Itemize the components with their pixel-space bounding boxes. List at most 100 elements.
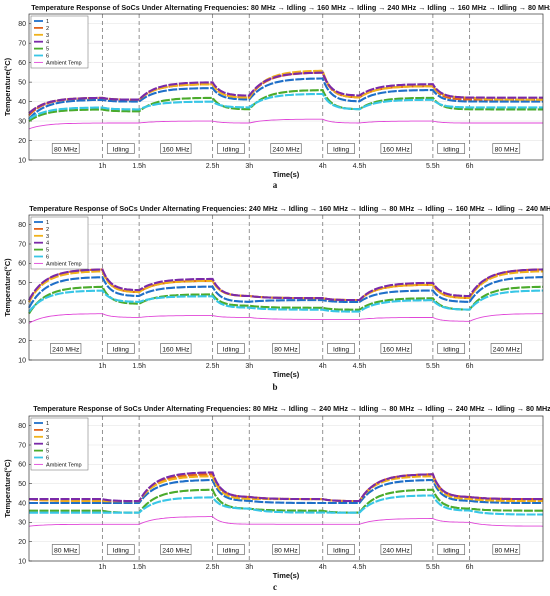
x-tick-label: 6h (466, 363, 474, 370)
x-axis: 1h 1.5h 2.5h 3h 4h 4.5h 5.5h 6h (99, 215, 474, 370)
legend-entry: 3 (46, 234, 49, 240)
y-tick-label: 50 (18, 280, 26, 287)
y-tick-label: 10 (18, 357, 26, 364)
phase-label-box (327, 343, 355, 354)
legend-entry: 4 (46, 40, 49, 46)
phase-label: 160 MHz (380, 343, 412, 354)
series-group (28, 268, 544, 324)
series-line-4 (28, 71, 543, 115)
series-group (28, 69, 543, 130)
phase-label-text: 240 MHz (162, 547, 190, 554)
x-tick-label: 4.5h (353, 564, 367, 571)
phase-label-box (160, 143, 192, 154)
x-tick-label: 4.5h (353, 363, 367, 370)
y-tick-label: 30 (18, 520, 26, 527)
phase-label: Idling (217, 343, 245, 354)
phase-label-box (106, 343, 135, 354)
y-tick-label: 30 (18, 118, 26, 125)
y-axis: 10 20 30 40 50 60 70 80 (18, 21, 543, 164)
phase-labels: 240 MHz Idling 160 MHz Idling 80 MHz Idling 16… (50, 343, 522, 354)
x-tick-label: 2.5h (206, 363, 220, 370)
phase-label-text: 80 MHz (54, 547, 78, 554)
phase-label-box (380, 343, 412, 354)
phase-labels: 80 MHz Idling 240 MHz Idling 80 MHz Idling 240… (51, 544, 521, 555)
x-tick-label: 1h (99, 564, 107, 571)
phase-label: 80 MHz (272, 343, 300, 354)
phase-label-text: Idling (443, 346, 459, 353)
x-tick-label: 5.5h (426, 564, 440, 571)
legend-entry: 1 (46, 421, 49, 427)
phase-label-box (272, 544, 300, 555)
legend-entry: Ambient Temp (46, 462, 82, 468)
phase-label: Idling (327, 143, 355, 154)
legend-entry: 2 (46, 428, 49, 434)
legend-entry: Ambient Temp (46, 60, 82, 66)
x-tick-label: 5.5h (426, 363, 440, 370)
phase-label-text: Idling (113, 346, 129, 353)
phase-label-text: Idling (333, 146, 349, 153)
phase-label-box (51, 544, 80, 555)
phase-label-box (492, 544, 521, 555)
series-line-5 (28, 285, 543, 315)
phase-label: 160 MHz (380, 143, 412, 154)
phase-label: 80 MHz (492, 143, 521, 154)
phase-label-text: 240 MHz (493, 346, 521, 353)
x-tick-label: 3h (245, 163, 253, 170)
x-tick-label: 4h (319, 363, 327, 370)
phase-label-text: 160 MHz (162, 146, 190, 153)
phase-label-box (380, 143, 412, 154)
y-tick-label: 60 (18, 60, 26, 67)
x-tick-label: 1h (99, 363, 107, 370)
y-axis-label: Temperature(°C) (3, 258, 12, 317)
phase-label-text: Idling (113, 547, 129, 554)
phase-label-box (327, 544, 355, 555)
phase-label-box (437, 544, 466, 555)
panel-letter: b (272, 382, 277, 392)
x-axis: 1h 1.5h 2.5h 3h 4h 4.5h 5.5h 6h (99, 416, 474, 571)
phase-label-text: Idling (113, 146, 129, 153)
phase-label-text: 160 MHz (162, 346, 190, 353)
x-tick-label: 2.5h (206, 564, 220, 571)
y-tick-label: 80 (18, 222, 26, 229)
phase-label: Idling (327, 544, 355, 555)
series-line-6 (29, 494, 544, 516)
legend-entry: 5 (46, 449, 49, 455)
legend-entry: 2 (46, 227, 49, 233)
phase-label-box (50, 343, 82, 354)
x-tick-label: 2.5h (206, 163, 220, 170)
x-axis-label: Time(s) (273, 571, 300, 580)
series-group (28, 471, 544, 527)
legend-entry: 2 (46, 26, 49, 32)
phase-label: 240 MHz (50, 343, 82, 354)
phase-label: 160 MHz (160, 143, 192, 154)
series-line-ambient-temp (28, 118, 543, 130)
x-tick-label: 1.5h (132, 163, 146, 170)
phase-label: Idling (217, 143, 245, 154)
phase-labels: 80 MHz Idling 160 MHz Idling 240 MHz Idling 16… (51, 143, 521, 154)
x-axis-label: Time(s) (273, 370, 300, 379)
chart-panel-a: Temperature Response of SoCs Under Alter… (3, 3, 550, 190)
series-line-ambient-temp (28, 516, 544, 527)
phase-label-text: 160 MHz (383, 146, 411, 153)
x-tick-label: 1.5h (132, 363, 146, 370)
y-tick-label: 40 (18, 500, 26, 507)
phase-label-box (490, 343, 522, 354)
phase-label: Idling (437, 143, 466, 154)
phase-label-box (327, 143, 355, 154)
legend-entry: Ambient Temp (46, 261, 82, 267)
legend-entry: 3 (46, 435, 49, 441)
phase-label: 80 MHz (272, 544, 300, 555)
x-tick-label: 1.5h (132, 564, 146, 571)
y-tick-label: 20 (18, 539, 26, 546)
phase-label-box (272, 343, 300, 354)
phase-label-box (106, 544, 135, 555)
x-tick-label: 3h (245, 564, 253, 571)
x-tick-label: 1h (99, 163, 107, 170)
phase-label: Idling (327, 343, 355, 354)
series-line-5 (28, 89, 543, 122)
phase-label-text: 80 MHz (274, 346, 298, 353)
legend-entry: 1 (46, 19, 49, 25)
phase-label-text: 80 MHz (495, 146, 519, 153)
phase-label-box (492, 143, 521, 154)
